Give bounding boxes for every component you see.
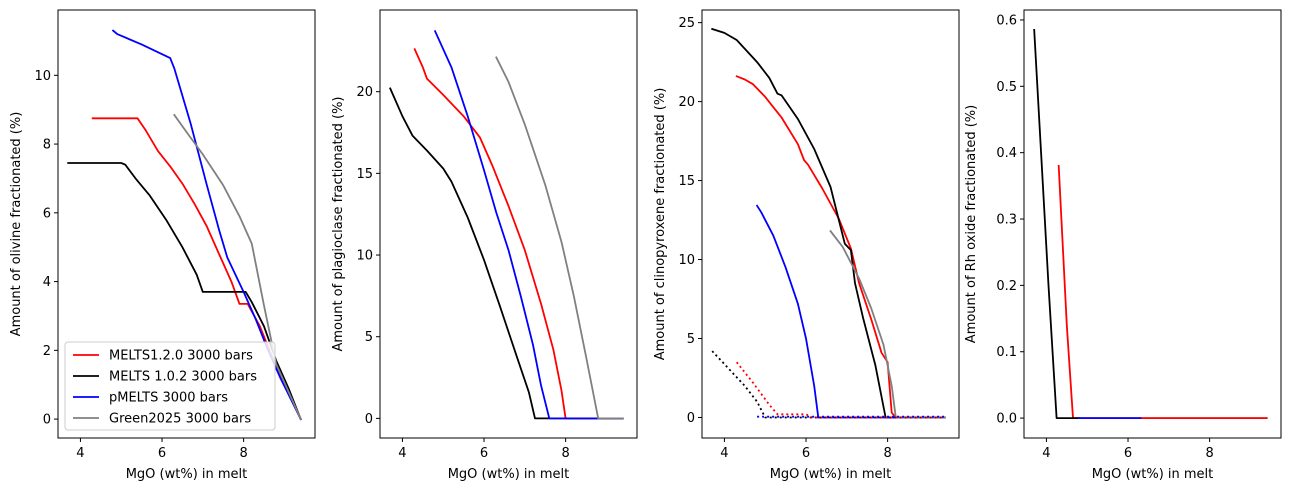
x-tick-label: 6 xyxy=(1124,446,1132,461)
y-tick-label: 0 xyxy=(687,411,695,426)
x-axis-label: MgO (wt%) in melt xyxy=(770,467,892,482)
series-line-2 xyxy=(389,87,624,420)
y-axis-label: Amount of olivine fractionated (%) xyxy=(9,112,24,337)
y-tick-label: 0.6 xyxy=(996,13,1017,28)
y-tick-label: 0.0 xyxy=(996,412,1017,427)
legend-label: MELTS 1.0.2 3000 bars xyxy=(109,370,257,385)
x-axis-label: MgO (wt%) in melt xyxy=(448,467,570,482)
y-tick-label: 20 xyxy=(678,95,695,110)
y-tick-label: 0.2 xyxy=(996,279,1017,294)
y-tick-label: 10 xyxy=(356,249,373,264)
x-tick-label: 4 xyxy=(76,446,84,461)
series-line-4 xyxy=(829,229,946,419)
y-axis-label: Amount of Rh oxide fractionated (%) xyxy=(964,105,979,343)
x-tick-label: 4 xyxy=(720,446,728,461)
legend-box xyxy=(64,341,276,431)
x-tick-label: 4 xyxy=(398,446,406,461)
plot-frame xyxy=(57,9,316,439)
y-tick-label: 20 xyxy=(356,85,373,100)
series-group xyxy=(711,27,946,419)
series-line-6 xyxy=(735,361,945,419)
y-axis-label: Amount of clinopyroxene fractionated (%) xyxy=(653,88,668,361)
series-line-3 xyxy=(1033,28,1080,419)
y-tick-label: 15 xyxy=(356,167,373,182)
chart-panel-1: 4 6 8 0 2 4 6 8 10 MgO (wt%) in melt Amount of oli… xyxy=(9,9,316,482)
y-tick-label: 10 xyxy=(678,253,695,268)
series-line-4 xyxy=(173,113,302,421)
y-axis-label: Amount of plagioclase fractionated (%) xyxy=(331,96,346,351)
series-line-3 xyxy=(755,204,946,419)
chart-panel-3: 4 6 8 0 5 10 15 20 25 MgO (wt%) in melt Amount of … xyxy=(653,9,960,482)
series-line-5 xyxy=(711,350,945,419)
series-line-2 xyxy=(1057,164,1268,419)
legend-label: pMELTS 3000 bars xyxy=(109,391,228,406)
y-tick-label: 5 xyxy=(365,330,373,345)
series-group xyxy=(389,30,624,420)
y-tick-label: 0.4 xyxy=(996,146,1017,161)
y-tick-label: 0.3 xyxy=(996,213,1017,228)
x-axis-label: MgO (wt%) in melt xyxy=(126,467,248,482)
legend-label: MELTS1.2.0 3000 bars xyxy=(109,349,253,364)
y-tick-label: 6 xyxy=(43,206,51,221)
legend: MELTS1.2.0 3000 bars MELTS 1.0.2 3000 bar… xyxy=(64,341,276,431)
y-tick-label: 0 xyxy=(43,413,51,428)
x-tick-label: 6 xyxy=(158,446,166,461)
plot-frame xyxy=(379,9,638,439)
x-tick-label: 6 xyxy=(480,446,488,461)
x-tick-label: 8 xyxy=(561,446,569,461)
x-axis-label: MgO (wt%) in melt xyxy=(1092,467,1214,482)
chart-panel-2: 4 6 8 0 5 10 15 20 MgO (wt%) in melt Amount of pl… xyxy=(331,9,638,482)
x-tick-label: 8 xyxy=(883,446,891,461)
y-tick-label: 8 xyxy=(43,138,51,153)
y-tick-label: 25 xyxy=(678,16,695,31)
x-tick-label: 8 xyxy=(239,446,247,461)
y-tick-label: 4 xyxy=(43,275,51,290)
y-tick-label: 10 xyxy=(34,69,51,84)
chart-panel-4: 4 6 8 0.0 0.1 0.2 0.3 0.4 0.5 0.6 MgO (wt%) in mel… xyxy=(964,9,1282,482)
y-tick-label: 2 xyxy=(43,344,51,359)
y-tick-label: 0.1 xyxy=(996,345,1017,360)
series-line-1 xyxy=(735,75,946,419)
series-line-2 xyxy=(711,27,946,419)
y-tick-label: 0 xyxy=(365,412,373,427)
plot-frame xyxy=(1023,9,1282,439)
plot-frame xyxy=(701,9,960,439)
y-tick-label: 0.5 xyxy=(996,80,1017,95)
series-group xyxy=(1033,28,1268,419)
series-line-3 xyxy=(433,30,624,420)
y-tick-label: 15 xyxy=(678,174,695,189)
series-line-1 xyxy=(413,48,624,420)
series-line-4 xyxy=(495,56,624,420)
x-tick-label: 4 xyxy=(1042,446,1050,461)
x-tick-label: 6 xyxy=(802,446,810,461)
legend-label: Green2025 3000 bars xyxy=(109,412,251,427)
y-tick-label: 5 xyxy=(687,332,695,347)
x-tick-label: 8 xyxy=(1205,446,1213,461)
